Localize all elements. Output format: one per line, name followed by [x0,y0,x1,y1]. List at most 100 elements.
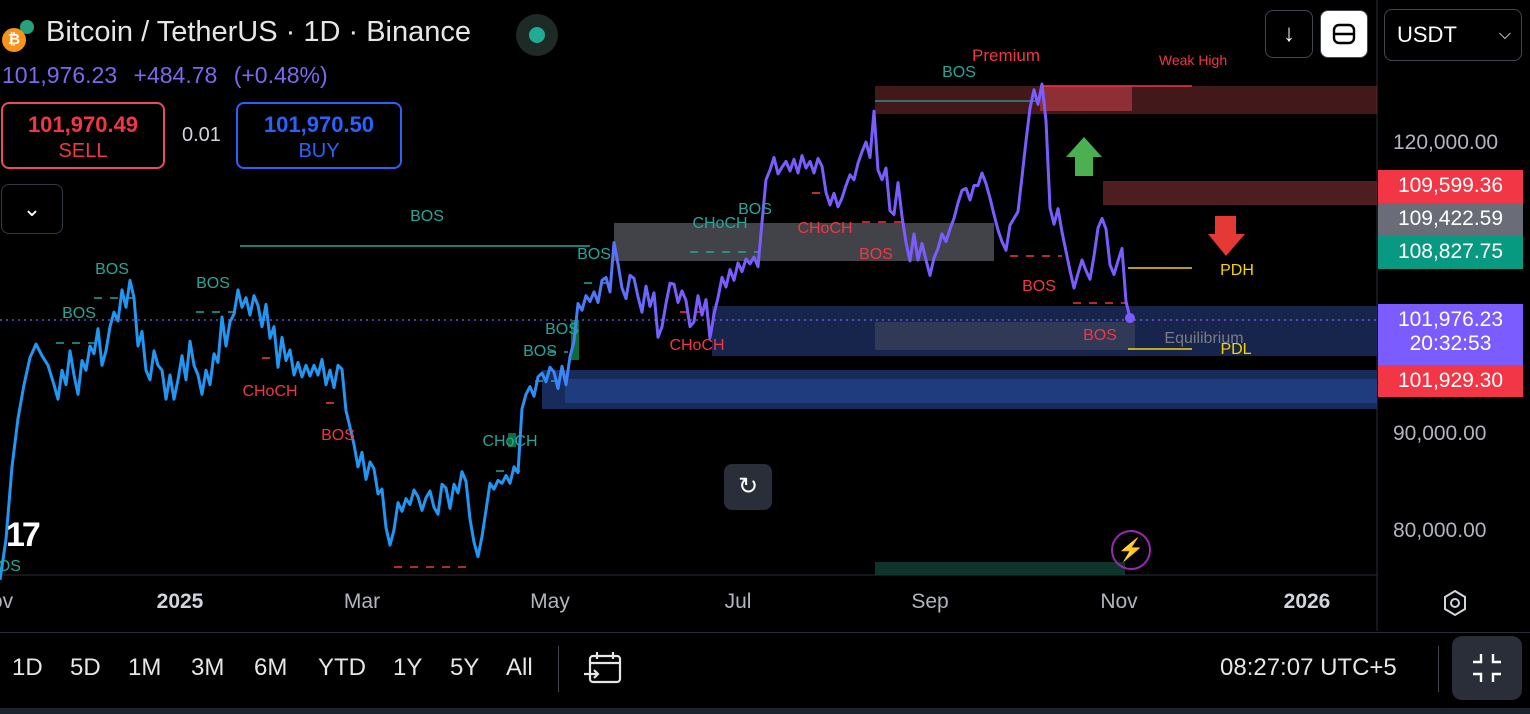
structure-label: BOS [1022,278,1056,295]
structure-label: CHoCH [669,337,724,354]
structure-label: Equilibrium [1164,330,1243,347]
weak-high-price-tag: 109,599.36 [1378,170,1523,203]
bearish-arrow-icon [1208,216,1245,256]
buy-label: BUY [298,140,340,162]
sell-label: SELL [58,140,108,162]
structure-label: CHoCH [242,383,297,400]
go-to-date-button[interactable] [584,650,624,686]
gray-level-price-tag: 109,422.59 [1378,203,1523,236]
alert-button[interactable]: ⚡ [1111,530,1151,570]
x-tick-label: Sep [911,590,949,613]
bottom-strip [0,708,1530,714]
supply-zone [1103,181,1377,205]
x-tick-label: May [530,590,570,613]
green-level-price-tag: 108,827.75 [1378,236,1523,269]
bar-countdown: 20:32:53 [1409,332,1492,355]
structure-label: BOS [0,558,21,575]
currency-select[interactable]: USDT ⌵ [1384,9,1522,61]
y-tick-label: 120,000.00 [1393,131,1499,154]
structure-label: BOS [95,261,129,278]
utc-clock[interactable]: 08:27:07 UTC+5 [1220,654,1397,681]
x-tick-label: ov [0,590,14,613]
range-1y[interactable]: 1Y [393,654,423,681]
exit-fullscreen-button[interactable] [1452,636,1522,700]
structure-label: BOS [577,246,611,263]
range-3m[interactable]: 3M [191,654,225,681]
buy-price: 101,970.50 [263,112,375,137]
weak-high-zone [1040,86,1132,111]
structure-label: Weak High [1159,52,1227,68]
market-status-indicator[interactable] [516,14,558,56]
imbalance-block [508,433,516,447]
range-5d[interactable]: 5D [70,654,101,681]
demand-zone [875,562,1125,575]
bullish-arrow-icon [1066,137,1102,176]
spread-value: 0.01 [182,124,221,146]
structure-label: BOS [410,208,444,225]
red-level-price-tag: 101,929.30 [1378,365,1523,397]
current-price-value: 101,976.23 [1397,308,1504,331]
y-tick-label: 90,000.00 [1393,422,1487,445]
x-tick-label: 2025 [156,590,204,613]
price-series-line[interactable] [0,82,1132,581]
structure-label: BOS [1083,327,1117,344]
y-tick-label: 80,000.00 [1393,519,1487,542]
range-zone [614,223,994,261]
sell-button[interactable]: 101,970.49 SELL [1,102,165,169]
currency-value: USDT [1397,22,1457,47]
last-price-point [1125,312,1135,323]
structure-label: BOS [523,343,557,360]
structure-label: Premium [972,46,1040,65]
price-change-pct: (+0.48%) [233,62,328,88]
reset-chart-button[interactable]: ↻ [724,464,772,510]
structure-label: BOS [859,246,893,263]
tradingview-logo: 17 [6,516,41,554]
lightning-icon: ⚡ [1117,537,1145,562]
current-price-tag: 101,976.23 20:32:53 [1378,304,1523,365]
collapse-panel-button[interactable]: ⌄ [1,184,63,234]
toolbar-divider [1438,646,1439,692]
chevron-down-icon: ⌄ [22,196,42,221]
structure-label: BOS [738,201,772,218]
structure-label: PDL [1220,341,1251,358]
structure-label: PDH [1220,262,1254,279]
chart-layout-button[interactable] [1320,10,1368,58]
symbol-title[interactable]: Bitcoin / TetherUS · 1D · Binance [46,16,471,48]
price-summary: 101,976.23 +484.78 (+0.48%) [2,62,338,89]
structure-label: BOS [545,321,579,338]
structure-label: CHoCH [692,215,747,232]
frame-icon [1332,23,1356,45]
download-button[interactable]: ↓ [1265,10,1313,58]
x-tick-label: Nov [1100,590,1138,613]
structure-label: BOS [942,64,976,81]
gear-icon [1444,589,1466,617]
structure-label: CHoCH [482,433,537,450]
range-6m[interactable]: 6M [254,654,288,681]
arrow-down-icon: ↓ [1283,20,1295,47]
market-open-icon [529,27,545,43]
range-all[interactable]: All [506,654,533,681]
last-price: 101,976.23 [2,62,118,88]
bottom-toolbar [0,632,1530,708]
range-1d[interactable]: 1D [12,654,43,681]
price-change: +484.78 [133,62,218,88]
x-tick-label: 2026 [1283,590,1331,613]
rotate-icon: ↻ [737,473,759,500]
calendar-icon [584,652,622,684]
structure-label: CHoCH [797,220,852,237]
settings-button[interactable] [1438,588,1472,618]
range-5y[interactable]: 5Y [450,654,480,681]
minimize-icon [1473,654,1501,682]
structure-label: BOS [321,427,355,444]
x-tick-label: Mar [343,590,381,613]
sell-price: 101,970.49 [27,112,139,137]
toolbar-divider [558,646,559,692]
discount-inner-zone [565,379,1377,403]
bitcoin-icon: ₿ [2,28,26,52]
range-1m[interactable]: 1M [128,654,162,681]
range-ytd[interactable]: YTD [318,654,366,681]
equilibrium-box [875,322,1135,350]
buy-button[interactable]: 101,970.50 BUY [236,102,402,169]
